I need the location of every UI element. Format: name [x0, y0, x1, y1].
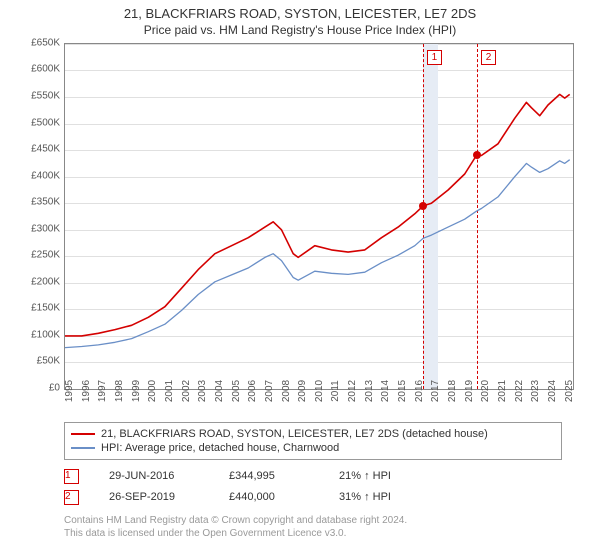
marker-badge: 2 [64, 490, 79, 505]
y-tick-label: £150K [31, 303, 60, 314]
sale-dot [473, 151, 481, 159]
x-tick-label: 2020 [480, 380, 491, 402]
x-tick-label: 2017 [430, 380, 441, 402]
x-tick-label: 1997 [97, 380, 108, 402]
legend-swatch [71, 433, 95, 435]
x-tick-label: 2003 [197, 380, 208, 402]
legend-label: 21, BLACKFRIARS ROAD, SYSTON, LEICESTER,… [101, 428, 488, 440]
footer: Contains HM Land Registry data © Crown c… [64, 514, 580, 540]
x-tick-label: 2016 [414, 380, 425, 402]
chart-area: 12 £0£50K£100K£150K£200K£250K£300K£350K£… [20, 41, 580, 416]
x-tick-label: 2000 [147, 380, 158, 402]
footer-line: This data is licensed under the Open Gov… [64, 527, 580, 540]
x-tick-label: 2004 [214, 380, 225, 402]
x-tick-label: 2002 [181, 380, 192, 402]
sale-markers-table: 1 29-JUN-2016 £344,995 21% ↑ HPI 2 26-SE… [64, 466, 580, 508]
x-tick-label: 2018 [447, 380, 458, 402]
x-tick-label: 2001 [164, 380, 175, 402]
sale-date: 29-JUN-2016 [109, 470, 199, 482]
table-row: 1 29-JUN-2016 £344,995 21% ↑ HPI [64, 466, 580, 487]
x-tick-label: 2013 [364, 380, 375, 402]
sale-delta: 21% ↑ HPI [339, 470, 391, 482]
legend: 21, BLACKFRIARS ROAD, SYSTON, LEICESTER,… [64, 422, 562, 460]
sale-price: £344,995 [229, 470, 309, 482]
legend-item-property: 21, BLACKFRIARS ROAD, SYSTON, LEICESTER,… [71, 427, 555, 441]
x-tick-label: 1995 [64, 380, 75, 402]
y-tick-label: £300K [31, 223, 60, 234]
y-tick-label: £50K [37, 356, 60, 367]
sale-date: 26-SEP-2019 [109, 491, 199, 503]
x-tick-label: 1996 [81, 380, 92, 402]
x-tick-label: 2009 [297, 380, 308, 402]
legend-label: HPI: Average price, detached house, Char… [101, 442, 339, 454]
sale-price: £440,000 [229, 491, 309, 503]
y-tick-label: £450K [31, 144, 60, 155]
x-tick-label: 2024 [547, 380, 558, 402]
chart-subtitle: Price paid vs. HM Land Registry's House … [0, 23, 600, 41]
plot: 12 [64, 43, 574, 390]
sale-delta: 31% ↑ HPI [339, 491, 391, 503]
x-tick-label: 2025 [564, 380, 575, 402]
x-tick-label: 2008 [281, 380, 292, 402]
y-tick-label: £550K [31, 90, 60, 101]
x-tick-label: 2021 [497, 380, 508, 402]
x-tick-label: 2023 [530, 380, 541, 402]
y-tick-label: £400K [31, 170, 60, 181]
y-tick-label: £250K [31, 250, 60, 261]
x-tick-label: 2005 [231, 380, 242, 402]
x-tick-label: 2006 [247, 380, 258, 402]
marker-flag: 2 [481, 50, 496, 65]
footer-line: Contains HM Land Registry data © Crown c… [64, 514, 580, 527]
x-tick-label: 2012 [347, 380, 358, 402]
y-tick-label: £650K [31, 37, 60, 48]
y-tick-label: £200K [31, 276, 60, 287]
y-tick-label: £100K [31, 329, 60, 340]
x-tick-label: 2011 [330, 380, 341, 402]
x-tick-label: 2022 [514, 380, 525, 402]
x-tick-label: 2015 [397, 380, 408, 402]
chart-title: 21, BLACKFRIARS ROAD, SYSTON, LEICESTER,… [0, 0, 600, 23]
x-tick-label: 2010 [314, 380, 325, 402]
sale-dot [419, 202, 427, 210]
y-tick-label: £350K [31, 197, 60, 208]
legend-item-hpi: HPI: Average price, detached house, Char… [71, 441, 555, 455]
y-tick-label: £500K [31, 117, 60, 128]
x-tick-label: 1998 [114, 380, 125, 402]
y-tick-label: £600K [31, 64, 60, 75]
x-tick-label: 2007 [264, 380, 275, 402]
line-series-svg [65, 44, 573, 389]
x-tick-label: 1999 [131, 380, 142, 402]
table-row: 2 26-SEP-2019 £440,000 31% ↑ HPI [64, 487, 580, 508]
marker-flag: 1 [427, 50, 442, 65]
marker-badge: 1 [64, 469, 79, 484]
x-tick-label: 2019 [464, 380, 475, 402]
x-tick-label: 2014 [380, 380, 391, 402]
legend-swatch [71, 447, 95, 449]
y-tick-label: £0 [49, 382, 60, 393]
